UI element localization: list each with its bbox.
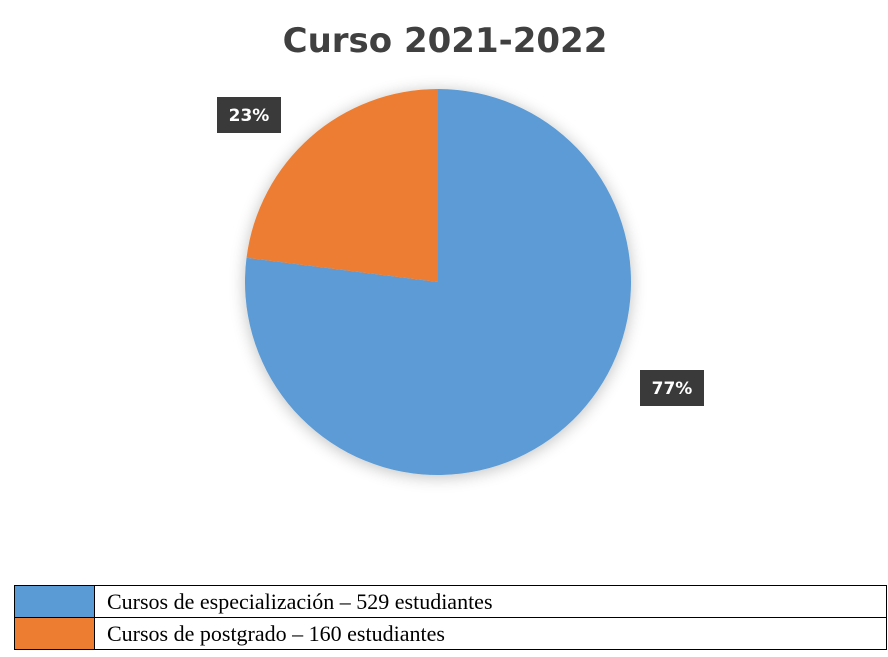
legend-row: Cursos de postgrado – 160 estudiantes — [14, 617, 887, 650]
legend: Cursos de especialización – 529 estudian… — [14, 585, 887, 650]
legend-swatch — [14, 617, 95, 650]
legend-row: Cursos de especialización – 529 estudian… — [14, 585, 887, 618]
chart-title: Curso 2021-2022 — [283, 21, 608, 61]
pie-slice — [245, 89, 632, 475]
legend-swatch — [14, 585, 95, 618]
data-label: 77% — [652, 379, 693, 399]
data-label-box — [217, 97, 281, 133]
data-label-box — [640, 370, 704, 406]
chart: Curso 2021-2022 77% 23% — [217, 21, 704, 475]
legend-label: Cursos de especialización – 529 estudian… — [94, 585, 887, 618]
data-label: 23% — [229, 106, 270, 126]
pie-slice — [246, 89, 438, 282]
pie — [245, 89, 632, 475]
legend-label: Cursos de postgrado – 160 estudiantes — [94, 617, 887, 650]
